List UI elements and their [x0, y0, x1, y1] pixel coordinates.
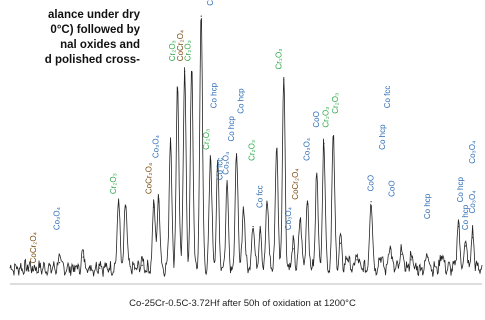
- peak-label-20: Co₃O₄: [303, 138, 312, 161]
- peak-point-7: [153, 206, 155, 208]
- peak-label-10: Co hcp: [210, 82, 219, 108]
- chart-caption: Co-25Cr-0.5C-3.72Hf after 50h of oxidati…: [129, 298, 356, 309]
- peak-label-32: Co₃O₄: [468, 141, 477, 164]
- peak-label-8: CoO: [206, 0, 215, 6]
- peak-point-21: [266, 203, 268, 205]
- peak-point-40: [457, 226, 459, 228]
- peak-point-0: [28, 270, 30, 272]
- peak-label-14: Co hcp: [237, 88, 246, 114]
- peak-point-1: [59, 262, 61, 264]
- peak-label-31: Co₃O₄: [468, 191, 477, 214]
- peak-label-7: Cr₂O₃: [183, 40, 192, 61]
- peak-label-29: Co hcp: [456, 177, 465, 203]
- peak-point-22: [276, 148, 278, 150]
- peak-point-15: [217, 170, 219, 172]
- peak-label-2: Cr₂O₃: [109, 173, 118, 194]
- peak-point-6: [141, 264, 143, 266]
- peak-point-14: [210, 159, 212, 161]
- peak-point-38: [427, 256, 429, 258]
- peak-label-21: CoO: [312, 111, 321, 127]
- peak-point-30: [339, 242, 341, 244]
- peak-point-25: [299, 220, 301, 222]
- peak-label-9: Cr₂O₃: [202, 129, 211, 150]
- peak-point-34: [379, 259, 382, 261]
- peak-label-26: Co fcc: [383, 86, 392, 109]
- intro-line-2: 0°C) followed by: [50, 24, 140, 36]
- diffraction-trace: [9, 15, 483, 277]
- peak-point-26: [306, 203, 308, 205]
- peak-label-11: Co fcc: [215, 158, 224, 181]
- peak-label-23: Cr₂O₃: [331, 93, 340, 114]
- peak-point-33: [370, 201, 372, 203]
- peak-point-41: [464, 245, 467, 247]
- peak-point-27: [316, 176, 318, 178]
- peak-point-36: [401, 253, 403, 255]
- peak-point-11: [184, 70, 186, 73]
- intro-line-4: d polished cross-: [44, 54, 140, 66]
- peak-point-3: [99, 267, 101, 269]
- peak-point-12: [191, 70, 193, 73]
- peak-label-0: CoCr₂O₄: [29, 232, 38, 263]
- peak-label-27: CoO: [388, 180, 397, 196]
- peak-label-6: CoCr₂O₄: [176, 30, 185, 61]
- peak-point-10: [177, 87, 179, 89]
- peak-point-39: [441, 256, 443, 258]
- peak-point-42: [472, 237, 474, 239]
- peak-point-2: [82, 256, 84, 258]
- trace-line: [9, 18, 483, 277]
- intro-line-1: alance under dry: [47, 9, 140, 21]
- peak-label-17: Co₃O₄: [284, 207, 293, 230]
- peak-label-3: CoCr₂O₄: [145, 163, 154, 194]
- peak-point-31: [346, 259, 349, 261]
- intro-text: alance under dry 0°C) followed by nal ox…: [0, 8, 140, 68]
- peak-point-23: [283, 79, 285, 81]
- peak-point-5: [125, 206, 127, 208]
- peak-label-24: CoO: [366, 175, 375, 191]
- intro-line-3: nal oxides and: [60, 39, 140, 51]
- peak-label-18: Cr₂O₃: [274, 48, 283, 69]
- peak-point-28: [323, 142, 325, 145]
- peak-label-16: Co fcc: [256, 185, 265, 208]
- peak-label-12: Co₃O₄: [222, 152, 231, 175]
- peak-label-30: Co hcp: [461, 204, 470, 230]
- peak-point-18: [243, 209, 245, 211]
- peak-label-5: Cr₂O₃: [168, 40, 177, 61]
- peak-point-24: [292, 248, 294, 250]
- peak-point-32: [356, 259, 358, 261]
- peak-point-35: [389, 248, 391, 250]
- peak-label-25: Co hcp: [378, 124, 387, 150]
- peak-point-4: [118, 203, 120, 205]
- peak-point-19: [252, 226, 254, 228]
- peak-point-8: [158, 201, 160, 203]
- peak-point-9: [169, 142, 172, 145]
- peak-point-16: [226, 187, 228, 189]
- peak-label-4: Co₃O₄: [152, 135, 161, 158]
- peak-label-15: Cr₂O₃: [248, 140, 257, 161]
- peak-label-13: Co hcp: [227, 116, 236, 142]
- peak-point-20: [259, 231, 261, 233]
- peak-point-37: [410, 259, 412, 261]
- peak-point-17: [236, 156, 238, 158]
- peak-label-19: CoCr₂O₄: [291, 168, 300, 199]
- peak-point-29: [332, 137, 334, 139]
- peak-label-1: Co₃O₄: [53, 207, 62, 230]
- peak-label-22: Cr₂O₃: [322, 107, 331, 128]
- peak-label-28: Co hcp: [423, 193, 432, 219]
- peak-point-13: [200, 15, 202, 17]
